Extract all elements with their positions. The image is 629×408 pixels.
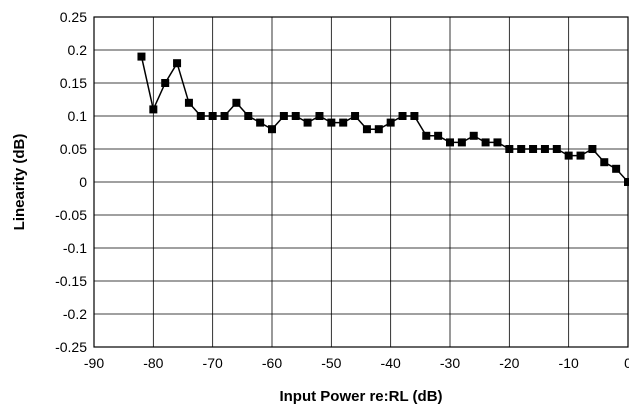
data-point <box>161 79 170 87</box>
y-tick-label: 0.1 <box>68 108 88 124</box>
x-tick-label: -40 <box>381 355 401 371</box>
data-point <box>244 112 253 120</box>
data-point <box>410 112 419 120</box>
data-point <box>149 105 158 114</box>
x-tick-label: -70 <box>203 355 223 371</box>
x-tick-label: -30 <box>440 355 460 371</box>
x-tick-label: -80 <box>143 355 163 371</box>
y-tick-label: 0.05 <box>60 141 87 157</box>
y-tick-label: 0.2 <box>68 42 88 58</box>
y-tick-label: -0.1 <box>63 240 87 256</box>
y-tick-label: -0.25 <box>55 339 87 355</box>
y-tick-label: -0.2 <box>63 306 87 322</box>
data-point <box>540 145 549 153</box>
data-point <box>469 131 478 140</box>
x-axis-title: Input Power re:RL (dB) <box>279 388 442 405</box>
data-point <box>362 125 371 134</box>
data-point <box>422 131 431 140</box>
data-point <box>208 112 217 120</box>
y-tick-label: -0.05 <box>55 207 87 223</box>
y-tick-label: -0.15 <box>55 273 87 289</box>
x-tick-label: -60 <box>262 355 282 371</box>
data-point <box>339 118 348 127</box>
x-tick-label: 0 <box>624 355 629 371</box>
x-axis-tick-labels: -90 -80 -70 -60 -50 -40 -30 -20 -10 0 <box>84 355 629 371</box>
data-point <box>517 145 526 153</box>
data-point <box>612 164 621 173</box>
data-point <box>315 112 324 120</box>
data-point <box>374 125 383 134</box>
data-point <box>220 112 229 120</box>
data-point <box>493 138 502 147</box>
data-point <box>196 112 205 120</box>
data-point <box>564 151 573 160</box>
y-axis-tick-labels: 0.25 0.2 0.15 0.1 0.05 0 -0.05 -0.1 -0.15 -0.2 -0.… <box>55 9 87 355</box>
y-tick-label: 0.25 <box>60 9 87 25</box>
y-tick-label: 0.15 <box>60 75 87 91</box>
data-point <box>256 118 265 127</box>
data-point <box>291 112 300 120</box>
data-point <box>351 112 360 120</box>
data-point <box>327 118 336 127</box>
data-point <box>386 118 395 127</box>
data-point <box>303 118 312 127</box>
data-point <box>434 131 443 140</box>
data-point <box>279 112 288 120</box>
data-point <box>552 145 561 153</box>
data-point <box>398 112 407 120</box>
data-point <box>588 145 597 153</box>
data-point <box>576 151 585 160</box>
data-point <box>624 178 629 186</box>
data-point <box>446 138 454 147</box>
data-point <box>268 125 276 134</box>
y-tick-label: 0 <box>79 174 87 190</box>
data-markers <box>137 52 629 186</box>
data-point <box>457 138 466 147</box>
x-tick-label: -90 <box>84 355 104 371</box>
data-point <box>481 138 490 147</box>
data-point <box>232 98 241 107</box>
y-axis-title: Linearity (dB) <box>11 134 28 231</box>
x-tick-label: -10 <box>559 355 579 371</box>
data-point <box>137 52 146 61</box>
data-point <box>184 98 193 107</box>
data-point <box>173 59 182 68</box>
x-tick-label: -20 <box>499 355 519 371</box>
data-point <box>505 145 514 153</box>
data-point <box>600 158 609 167</box>
x-tick-label: -50 <box>321 355 341 371</box>
data-point <box>529 145 538 153</box>
